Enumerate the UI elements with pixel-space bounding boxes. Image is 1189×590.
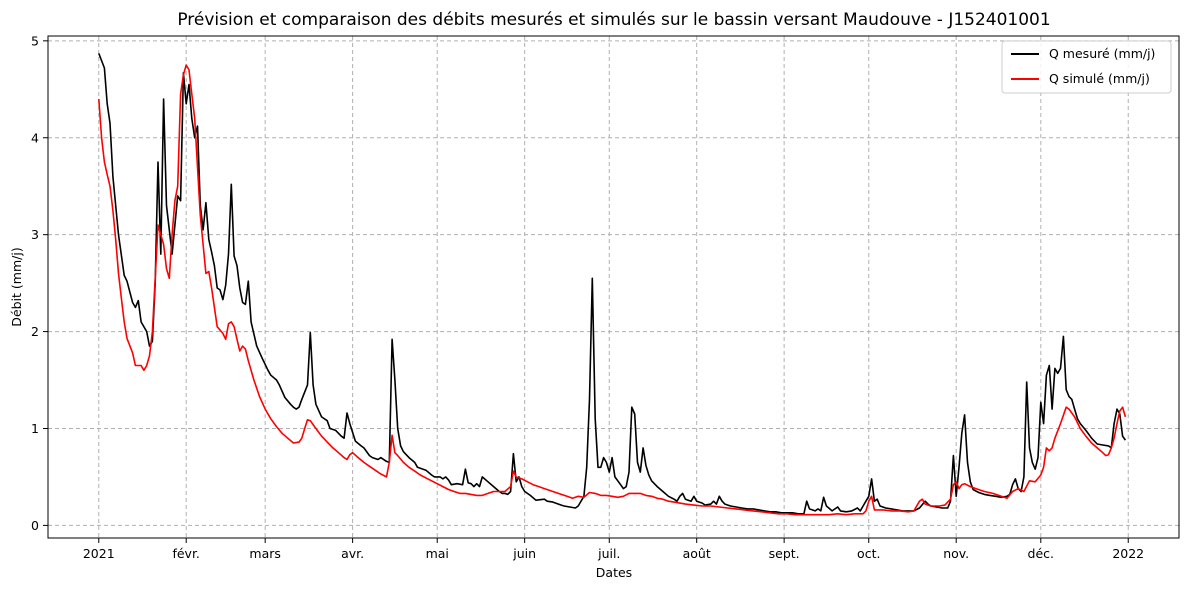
y-tick-label: 2: [31, 324, 39, 339]
x-axis-label: Dates: [596, 565, 632, 580]
x-tick-label: juil.: [597, 546, 620, 561]
series-line-simulated: [98, 64, 1127, 516]
legend-label-simulated: Q simulé (mm/j): [1049, 71, 1150, 86]
series-line-measured: [98, 53, 1127, 515]
x-tick-label: mars: [249, 546, 281, 561]
legend: Q mesuré (mm/j) Q simulé (mm/j): [1001, 40, 1172, 94]
x-axis: 2021 févr. mars avr. mai juin juil. août sept. oc…: [83, 538, 1144, 561]
x-tick-label: juin: [512, 546, 536, 561]
y-tick-label: 0: [31, 518, 39, 533]
y-axis-label: Débit (mm/j): [9, 247, 24, 326]
x-tick-label: févr.: [172, 546, 199, 561]
x-tick-label: nov.: [943, 546, 969, 561]
x-tick-label: oct.: [857, 546, 880, 561]
plot-frame: [47, 35, 1180, 539]
x-tick-label: sept.: [769, 546, 800, 561]
x-tick-label: déc.: [1028, 546, 1054, 561]
legend-label-measured: Q mesuré (mm/j): [1049, 46, 1155, 61]
series-layer: [98, 53, 1127, 516]
y-tick-label: 5: [31, 33, 39, 48]
plot-background: [48, 36, 1179, 538]
legend-box: [1001, 40, 1172, 94]
chart-title: Prévision et comparaison des débits mesu…: [177, 10, 1050, 30]
x-tick-label: avr.: [341, 546, 364, 561]
x-tick-label: 2021: [83, 546, 115, 561]
y-tick-label: 1: [31, 421, 39, 436]
x-tick-label: 2022: [1112, 546, 1144, 561]
y-axis: 0 1 2 3 4 5: [31, 33, 48, 533]
y-tick-label: 4: [31, 130, 39, 145]
y-tick-label: 3: [31, 227, 39, 242]
x-tick-label: mai: [426, 546, 449, 561]
x-tick-label: août: [683, 546, 711, 561]
